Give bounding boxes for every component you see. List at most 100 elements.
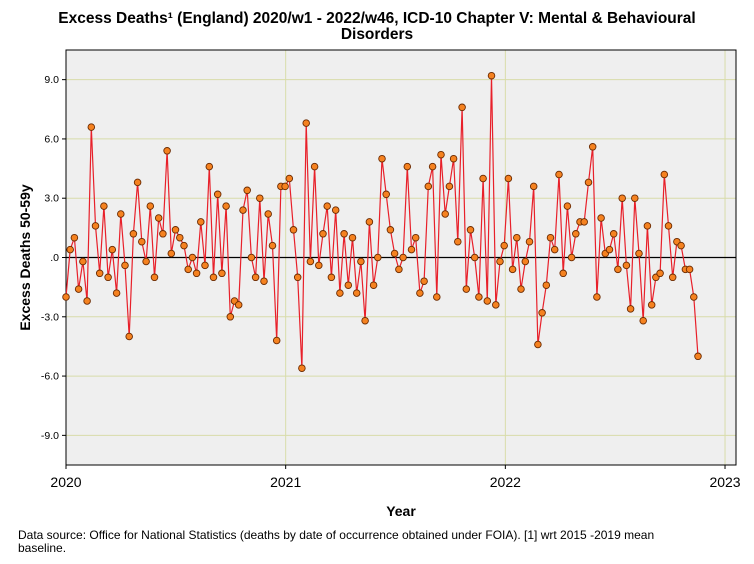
data-point <box>605 245 614 254</box>
data-point <box>209 273 218 282</box>
data-point <box>344 281 353 289</box>
data-point <box>247 253 256 262</box>
data-point <box>475 293 483 301</box>
data-point <box>365 218 374 226</box>
x-tick-label: 2022 <box>490 474 521 490</box>
data-point <box>449 154 458 163</box>
data-point <box>517 285 525 293</box>
data-point <box>167 249 176 258</box>
data-point <box>66 245 74 254</box>
data-point <box>386 226 395 234</box>
data-point <box>504 174 513 183</box>
footnote: Data source: Office for National Statist… <box>18 529 748 555</box>
data-point <box>112 289 121 297</box>
data-point <box>378 154 386 163</box>
data-point <box>441 210 449 218</box>
data-point <box>647 301 656 309</box>
data-point <box>664 222 673 230</box>
data-point <box>500 241 508 250</box>
data-point <box>95 269 104 278</box>
data-point <box>496 257 504 266</box>
data-point <box>62 293 70 301</box>
chart-title: Excess Deaths¹ (England) 2020/w1 - 2022/… <box>0 11 754 43</box>
data-point <box>336 289 344 297</box>
data-point <box>668 273 677 282</box>
data-point <box>104 273 112 282</box>
data-point <box>327 273 336 282</box>
y-tick-label: -6.0 <box>41 371 59 383</box>
data-point <box>91 222 100 230</box>
y-tick-label: 3.0 <box>44 193 59 205</box>
data-point <box>234 301 243 309</box>
data-point <box>154 214 163 222</box>
data-point <box>192 269 201 278</box>
data-point <box>74 285 83 293</box>
data-point <box>369 281 378 289</box>
data-point <box>462 285 471 293</box>
data-point <box>593 293 601 301</box>
data-point <box>424 182 433 191</box>
data-point <box>555 170 563 179</box>
data-point <box>180 241 188 250</box>
data-point <box>129 230 138 238</box>
data-point <box>513 233 521 242</box>
data-point <box>525 237 534 246</box>
data-point <box>340 230 348 238</box>
data-point <box>87 123 96 131</box>
data-point <box>428 162 437 171</box>
data-point <box>631 194 639 202</box>
data-point <box>656 269 664 278</box>
data-point <box>197 218 205 226</box>
data-point <box>79 257 87 266</box>
data-point <box>597 214 605 222</box>
data-point <box>348 233 357 242</box>
data-point <box>331 206 340 214</box>
x-tick-label: 2023 <box>709 474 740 490</box>
data-point <box>260 277 268 285</box>
data-point <box>226 313 235 321</box>
data-point <box>374 253 382 262</box>
data-point <box>445 182 454 191</box>
y-tick-label: 9.0 <box>44 74 59 86</box>
data-point <box>315 261 323 270</box>
data-point <box>399 253 407 262</box>
data-point <box>584 178 593 187</box>
data-point <box>222 202 230 210</box>
footnote-line-1: Data source: Office for National Statist… <box>18 528 655 542</box>
data-point <box>538 309 546 317</box>
x-tick-label: 2021 <box>270 474 301 490</box>
data-point <box>483 297 492 305</box>
data-point <box>563 202 572 210</box>
data-point <box>618 194 626 202</box>
data-point <box>395 265 403 274</box>
data-point <box>138 237 146 246</box>
y-tick-label: .0 <box>50 252 59 264</box>
chart-title-line-1: Excess Deaths¹ (England) 2020/w1 - 2022/… <box>58 10 696 27</box>
data-point <box>479 174 487 183</box>
data-point <box>403 162 412 171</box>
data-point <box>614 265 622 274</box>
data-point <box>70 233 79 242</box>
data-point <box>521 257 530 266</box>
data-point <box>420 277 428 285</box>
data-point <box>534 340 542 349</box>
data-point <box>83 297 91 305</box>
data-point <box>319 230 327 238</box>
data-point <box>454 237 462 246</box>
data-point <box>470 253 479 262</box>
data-point <box>572 230 580 238</box>
data-point <box>437 150 445 159</box>
data-point <box>289 226 298 234</box>
data-point <box>125 332 133 341</box>
data-point <box>529 182 538 191</box>
data-point <box>694 352 702 361</box>
data-point <box>588 143 597 151</box>
data-point <box>100 202 108 210</box>
data-point <box>609 230 618 238</box>
data-point <box>201 261 209 270</box>
data-point <box>416 289 424 297</box>
x-tick-label: 2020 <box>50 474 81 490</box>
data-point <box>508 265 517 274</box>
chart-title-line-2: Disorders <box>340 26 414 43</box>
